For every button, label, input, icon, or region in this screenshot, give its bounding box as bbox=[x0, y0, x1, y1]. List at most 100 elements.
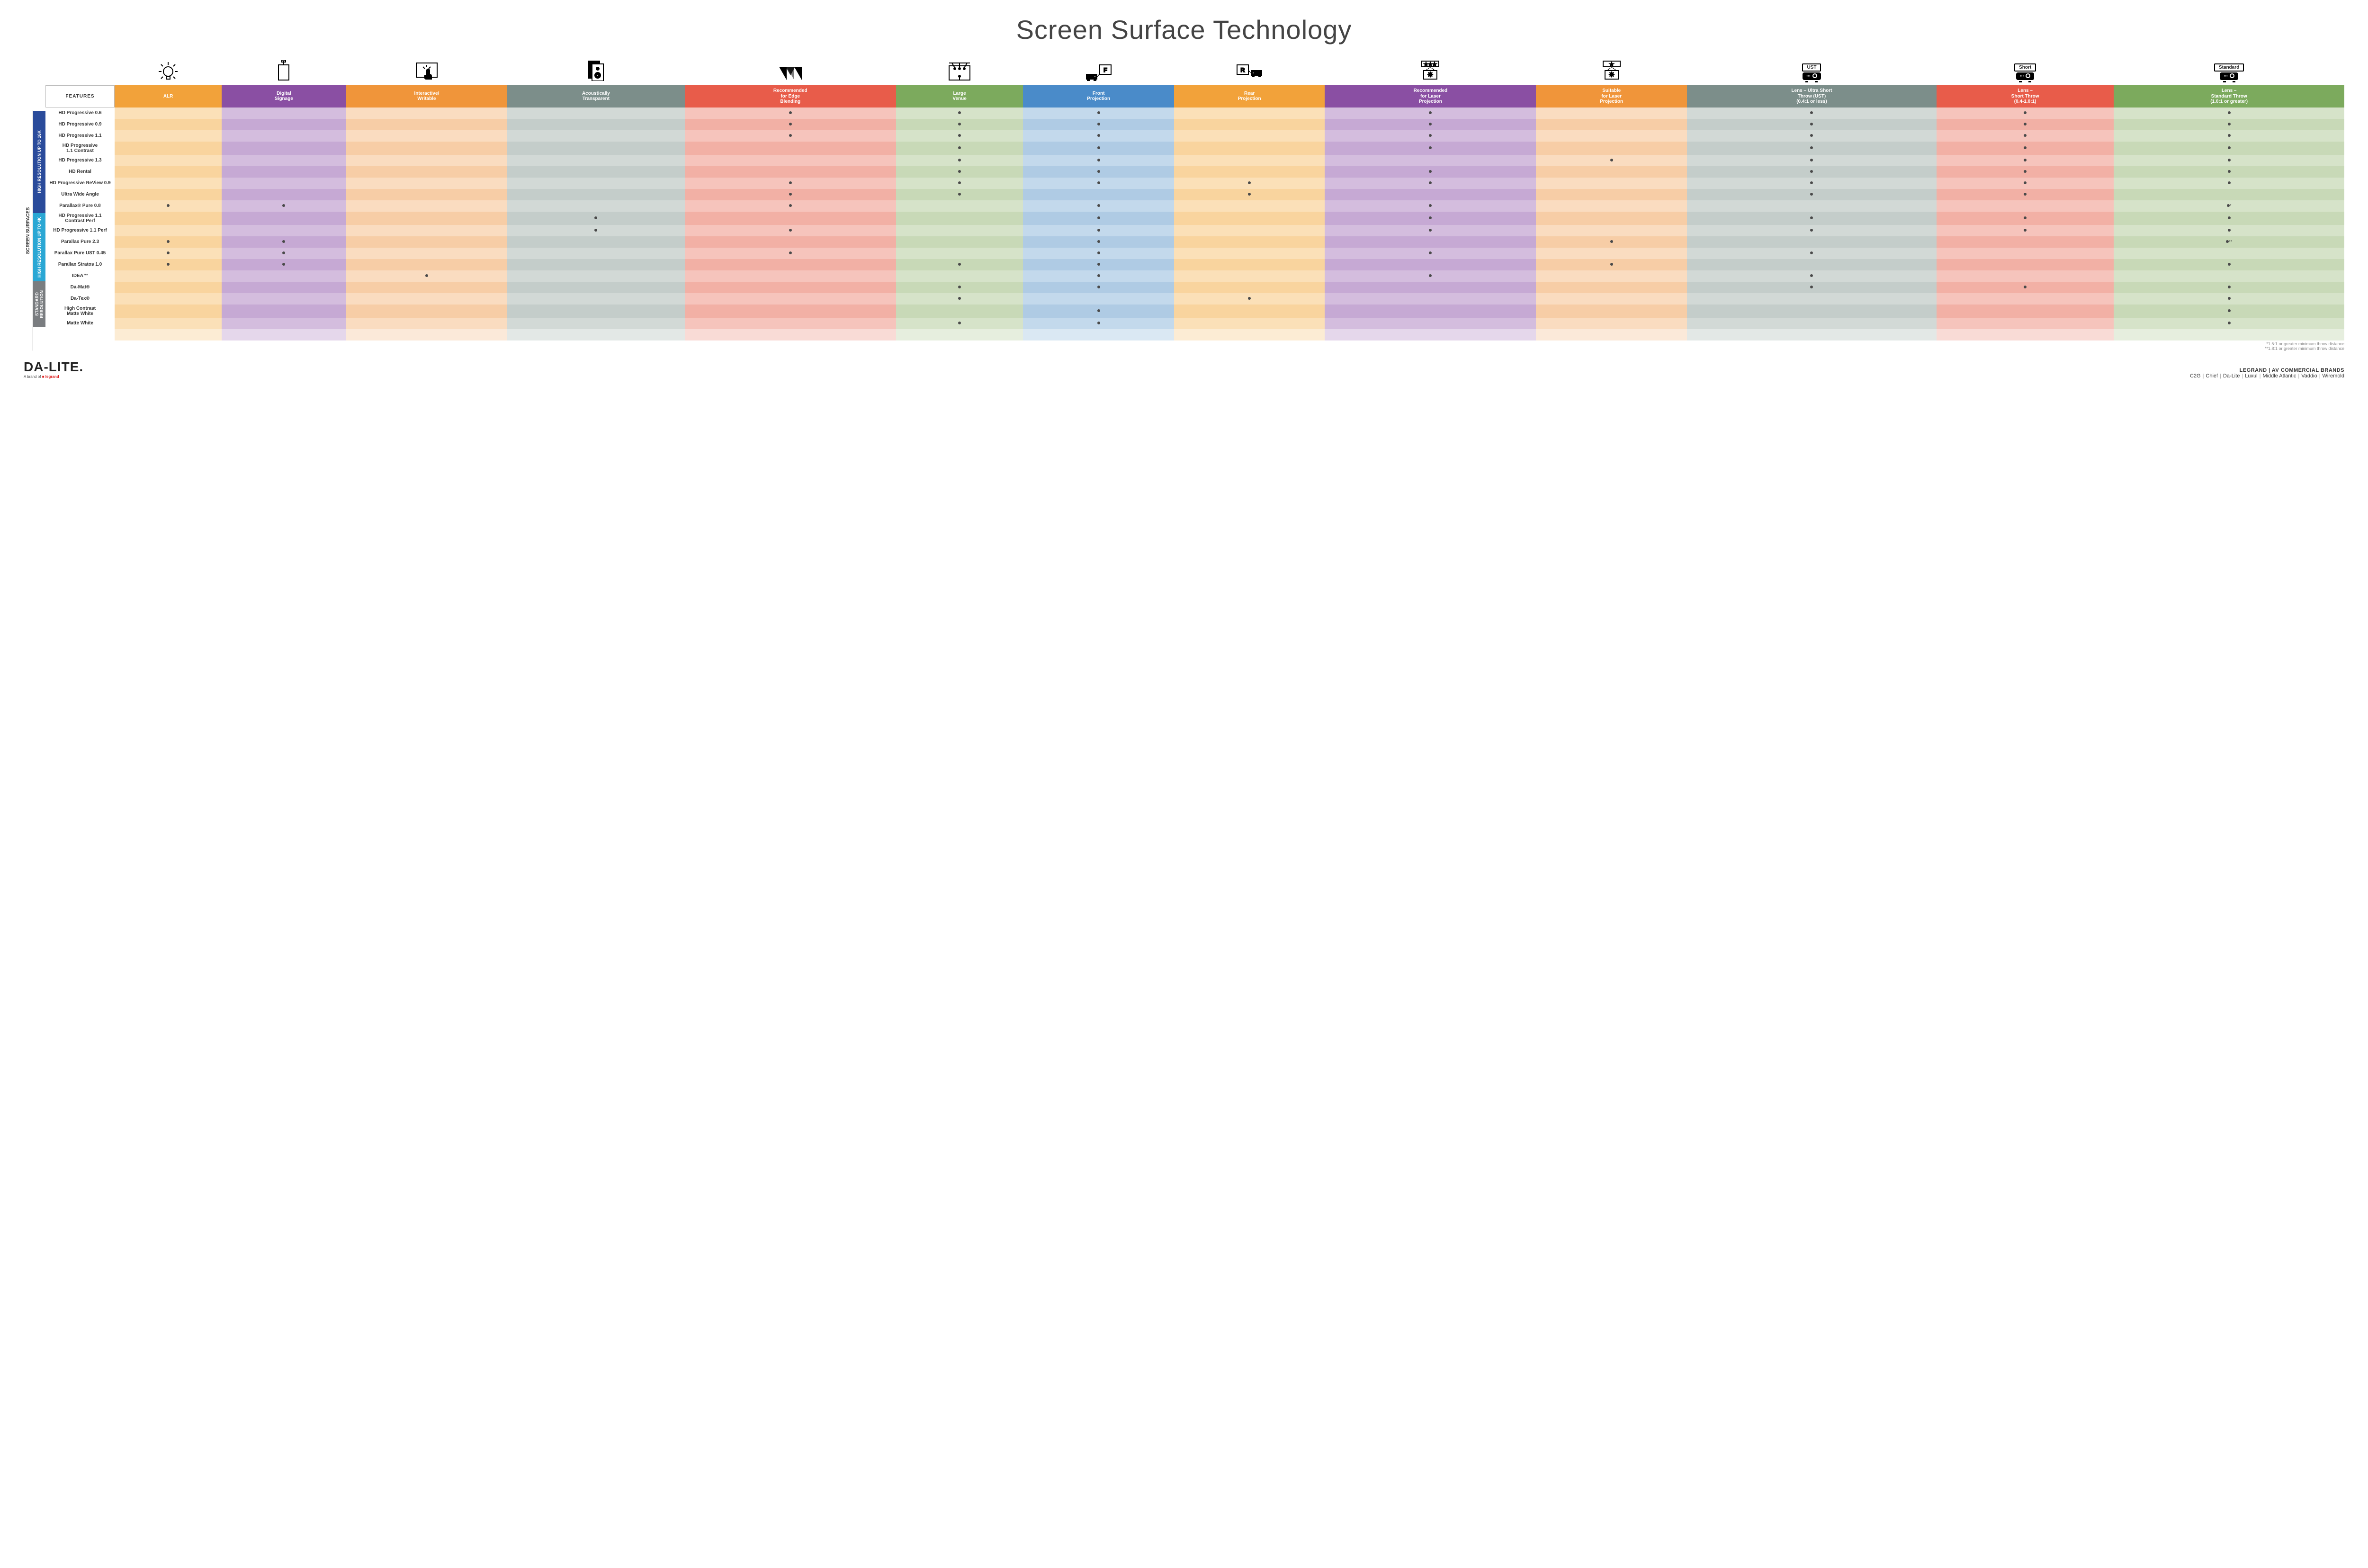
cell-ust bbox=[1687, 282, 1937, 293]
cell-ds bbox=[222, 282, 346, 293]
cell-lv bbox=[896, 178, 1023, 189]
cell-edge bbox=[685, 166, 896, 178]
row-name: Da-Tex® bbox=[46, 293, 115, 305]
svg-text:✷: ✷ bbox=[1427, 71, 1434, 79]
cell-alr bbox=[115, 236, 222, 248]
table-row: Ultra Wide Angle bbox=[46, 189, 2345, 200]
cell-short bbox=[1937, 293, 2114, 305]
cell-short bbox=[1937, 225, 2114, 236]
cell-ust bbox=[1687, 200, 1937, 212]
table-row: HD Progressive 1.3 bbox=[46, 155, 2345, 166]
col-header-at: AcousticallyTransparent bbox=[507, 85, 685, 108]
cell-edge bbox=[685, 212, 896, 225]
cell-rlp bbox=[1325, 142, 1536, 155]
cell-ust bbox=[1687, 166, 1937, 178]
cell-slp bbox=[1536, 259, 1687, 270]
cell-ust bbox=[1687, 293, 1937, 305]
page-title: Screen Surface Technology bbox=[24, 14, 2344, 45]
cell-iw bbox=[346, 318, 507, 329]
cell-ust bbox=[1687, 189, 1937, 200]
category-label: STANDARDRESOLUTION bbox=[33, 281, 45, 327]
row-name: HD Progressive 1.3 bbox=[46, 155, 115, 166]
table-row: Parallax Stratos 1.0 bbox=[46, 259, 2345, 270]
col-icon-ds bbox=[222, 57, 346, 85]
cell-slp bbox=[1536, 248, 1687, 259]
cell-short bbox=[1937, 318, 2114, 329]
cell-slp bbox=[1536, 119, 1687, 130]
cell-at bbox=[507, 305, 685, 318]
cell-lv bbox=[896, 282, 1023, 293]
footnotes: *1.5:1 or greater minimum throw distance… bbox=[45, 341, 2344, 351]
chart-area: SCREEN SURFACES HIGH RESOLUTION UP TO 16… bbox=[24, 57, 2344, 351]
cell-lv bbox=[896, 142, 1023, 155]
cell-alr bbox=[115, 270, 222, 282]
category-label: HIGH RESOLUTION UP TO 16K bbox=[33, 111, 45, 213]
cell-lv bbox=[896, 200, 1023, 212]
cell-at bbox=[507, 166, 685, 178]
table-row: Matte White bbox=[46, 318, 2345, 329]
cell-short bbox=[1937, 119, 2114, 130]
cell-edge bbox=[685, 248, 896, 259]
cell-at bbox=[507, 270, 685, 282]
cell-lv bbox=[896, 236, 1023, 248]
features-header: FEATURES bbox=[46, 85, 115, 108]
cell-iw bbox=[346, 178, 507, 189]
cell-iw bbox=[346, 305, 507, 318]
cell-at bbox=[507, 282, 685, 293]
table-row: HD Progressive ReView 0.9 bbox=[46, 178, 2345, 189]
table-row: HD Progressive 0.6 bbox=[46, 108, 2345, 119]
cell-slp bbox=[1536, 189, 1687, 200]
cell-alr bbox=[115, 282, 222, 293]
cell-rp bbox=[1174, 293, 1325, 305]
cell-edge bbox=[685, 178, 896, 189]
row-name: HD Progressive 1.1Contrast Perf bbox=[46, 212, 115, 225]
cell-std bbox=[2114, 119, 2344, 130]
cell-ust bbox=[1687, 155, 1937, 166]
row-name: IDEA™ bbox=[46, 270, 115, 282]
cell-short bbox=[1937, 305, 2114, 318]
cell-short bbox=[1937, 142, 2114, 155]
cell-std bbox=[2114, 270, 2344, 282]
cell-alr bbox=[115, 200, 222, 212]
cell-alr bbox=[115, 318, 222, 329]
cell-edge bbox=[685, 236, 896, 248]
cell-rlp bbox=[1325, 155, 1536, 166]
svg-text:★★★: ★★★ bbox=[1424, 62, 1437, 67]
cell-at bbox=[507, 236, 685, 248]
cell-lv bbox=[896, 225, 1023, 236]
table-row: HD Progressive 1.1Contrast Perf bbox=[46, 212, 2345, 225]
cell-short bbox=[1937, 212, 2114, 225]
table-row: HD Progressive1.1 Contrast bbox=[46, 142, 2345, 155]
table-row: HD Rental bbox=[46, 166, 2345, 178]
cell-ds bbox=[222, 236, 346, 248]
cell-short bbox=[1937, 270, 2114, 282]
cell-fp bbox=[1023, 225, 1174, 236]
cell-iw bbox=[346, 248, 507, 259]
cell-rlp bbox=[1325, 259, 1536, 270]
cell-short bbox=[1937, 189, 2114, 200]
cell-rlp bbox=[1325, 225, 1536, 236]
cell-fp bbox=[1023, 119, 1174, 130]
cell-short bbox=[1937, 130, 2114, 142]
col-header-rp: RearProjection bbox=[1174, 85, 1325, 108]
table-row: Da-Mat® bbox=[46, 282, 2345, 293]
row-name: Ultra Wide Angle bbox=[46, 189, 115, 200]
cell-fp bbox=[1023, 200, 1174, 212]
col-icon-iw bbox=[346, 57, 507, 85]
cell-rp bbox=[1174, 189, 1325, 200]
cell-rlp bbox=[1325, 318, 1536, 329]
cell-lv bbox=[896, 130, 1023, 142]
row-name: Da-Mat® bbox=[46, 282, 115, 293]
side-label: SCREEN SURFACES bbox=[24, 111, 33, 351]
cell-fp bbox=[1023, 248, 1174, 259]
cell-ds bbox=[222, 189, 346, 200]
cell-rlp bbox=[1325, 270, 1536, 282]
cell-edge bbox=[685, 259, 896, 270]
cell-at bbox=[507, 200, 685, 212]
cell-at bbox=[507, 119, 685, 130]
cell-iw bbox=[346, 200, 507, 212]
cell-ds bbox=[222, 200, 346, 212]
cell-rlp bbox=[1325, 166, 1536, 178]
footer: DA‑LITE. A brand of ■ legrand LEGRAND | … bbox=[24, 359, 2344, 381]
cell-ds bbox=[222, 259, 346, 270]
